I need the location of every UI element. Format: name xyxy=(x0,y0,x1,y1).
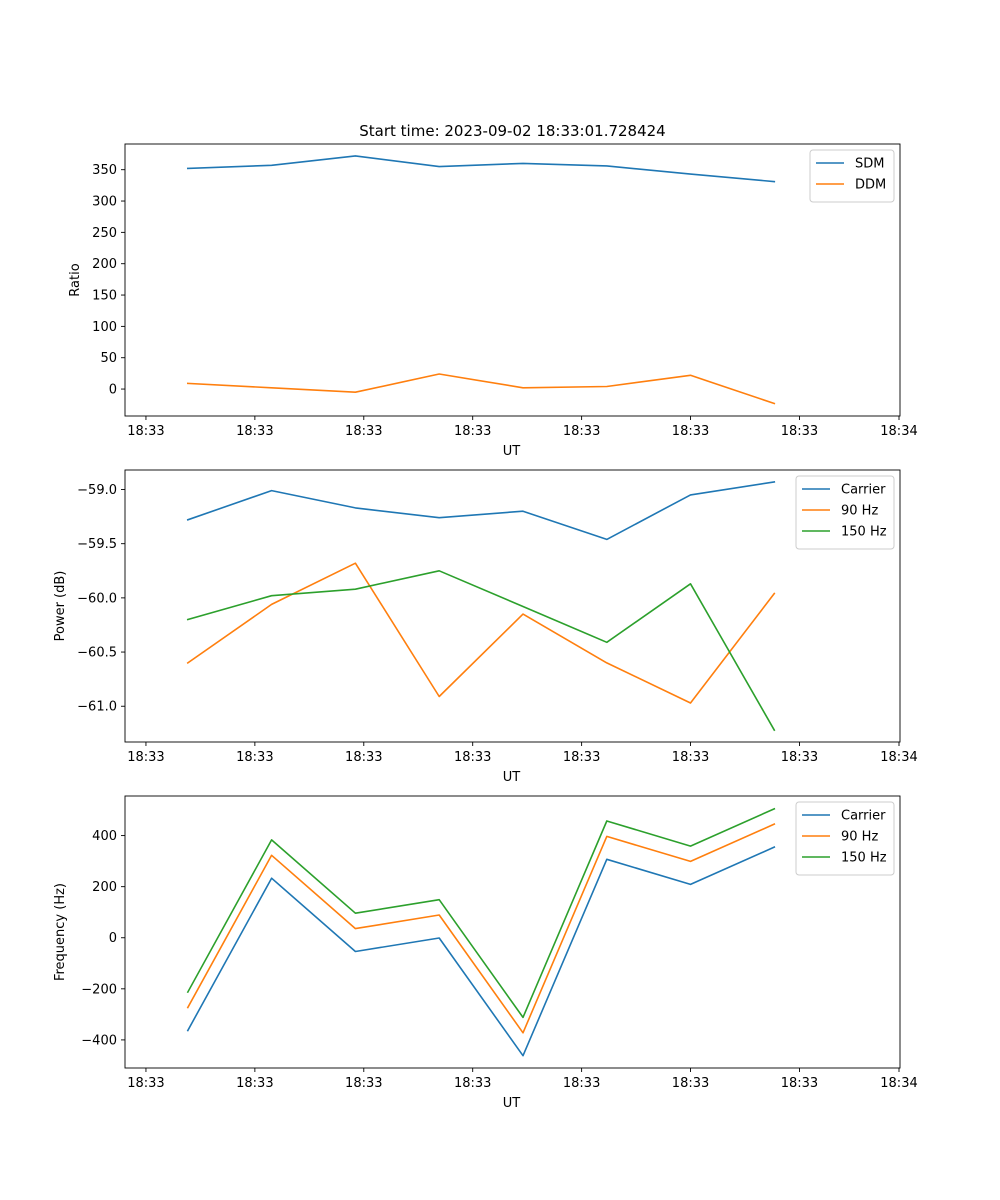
x-tick-label: 18:33 xyxy=(672,1076,709,1091)
series-line-carrier xyxy=(186,480,776,541)
series-line-ddm xyxy=(186,373,776,405)
series-line-carrier xyxy=(186,846,776,1057)
legend-label: SDM xyxy=(855,157,884,172)
x-tick-label: 18:34 xyxy=(880,1076,917,1091)
x-tick-label: 18:33 xyxy=(127,1076,164,1091)
x-axis-label: UT xyxy=(503,1096,521,1111)
y-axis-label: Ratio xyxy=(68,263,83,296)
x-tick-label: 18:33 xyxy=(781,750,818,765)
series-line-90-hz xyxy=(186,562,776,704)
legend-label: 150 Hz xyxy=(841,851,887,866)
y-tick-label: 0 xyxy=(109,931,117,946)
y-tick-label: 350 xyxy=(92,163,117,178)
y-tick-label: −400 xyxy=(81,1033,117,1048)
legend: Carrier 90 Hz 150 Hz xyxy=(795,475,895,550)
x-tick-label: 18:33 xyxy=(563,750,600,765)
plot-panel-3: 18:33 18:33 18:33 18:33 18:33 18:33 18:33 18:34… xyxy=(53,795,918,1111)
legend: Carrier 90 Hz 150 Hz xyxy=(795,801,895,876)
x-tick-label: 18:33 xyxy=(127,750,164,765)
x-axis-label: UT xyxy=(503,444,521,459)
y-tick-label: 0 xyxy=(109,383,117,398)
x-tick-label: 18:34 xyxy=(880,424,917,439)
series-line-90-hz xyxy=(186,823,776,1034)
x-tick-label: 18:33 xyxy=(781,1076,818,1091)
legend-label: Carrier xyxy=(841,809,886,824)
y-tick-label: 200 xyxy=(92,257,117,272)
y-tick-label: −60.5 xyxy=(77,646,117,661)
x-tick-label: 18:33 xyxy=(454,424,491,439)
x-axis-label: UT xyxy=(503,770,521,785)
legend-label: DDM xyxy=(855,178,886,193)
axes-frame xyxy=(124,795,901,1069)
x-tick-label: 18:33 xyxy=(345,1076,382,1091)
plot-panel-1: Start time: 2023-09-02 18:33:01.728424 18… xyxy=(68,122,918,459)
legend-label: 90 Hz xyxy=(841,504,878,519)
x-tick-label: 18:33 xyxy=(672,424,709,439)
y-tick-label: 400 xyxy=(92,829,117,844)
x-tick-label: 18:33 xyxy=(454,750,491,765)
plots-container: Start time: 2023-09-02 18:33:01.728424 18… xyxy=(53,122,918,1111)
y-axis-label: Frequency (Hz) xyxy=(53,883,68,981)
series-line-150-hz xyxy=(186,569,776,732)
x-tick-label: 18:33 xyxy=(563,1076,600,1091)
legend: SDM DDM xyxy=(809,149,895,203)
plot-panel-2: 18:33 18:33 18:33 18:33 18:33 18:33 18:33 18:34… xyxy=(53,469,918,785)
y-tick-label: 100 xyxy=(92,320,117,335)
series-line-150-hz xyxy=(186,807,776,1019)
x-tick-label: 18:33 xyxy=(236,750,273,765)
y-axis-label: Power (dB) xyxy=(53,571,68,642)
series-line-sdm xyxy=(186,155,776,183)
chart-title: Start time: 2023-09-02 18:33:01.728424 xyxy=(359,122,665,140)
x-tick-label: 18:33 xyxy=(345,750,382,765)
y-tick-label: 150 xyxy=(92,289,117,304)
y-tick-label: 250 xyxy=(92,226,117,241)
x-tick-label: 18:33 xyxy=(345,424,382,439)
y-tick-label: −59.5 xyxy=(77,537,117,552)
y-tick-label: 300 xyxy=(92,195,117,210)
x-tick-label: 18:33 xyxy=(563,424,600,439)
x-tick-label: 18:33 xyxy=(236,424,273,439)
legend-label: 90 Hz xyxy=(841,830,878,845)
y-tick-label: 50 xyxy=(100,351,117,366)
legend-label: 150 Hz xyxy=(841,525,887,540)
y-tick-label: 200 xyxy=(92,880,117,895)
x-tick-label: 18:33 xyxy=(781,424,818,439)
x-tick-label: 18:33 xyxy=(127,424,164,439)
y-tick-label: −60.0 xyxy=(77,591,117,606)
axes-frame xyxy=(124,143,901,417)
legend-label: Carrier xyxy=(841,483,886,498)
y-tick-label: −200 xyxy=(81,982,117,997)
x-tick-label: 18:34 xyxy=(880,750,917,765)
axes-frame xyxy=(124,469,901,743)
x-tick-label: 18:33 xyxy=(454,1076,491,1091)
x-tick-label: 18:33 xyxy=(236,1076,273,1091)
x-tick-label: 18:33 xyxy=(672,750,709,765)
y-tick-label: −61.0 xyxy=(77,700,117,715)
y-tick-label: −59.0 xyxy=(77,483,117,498)
